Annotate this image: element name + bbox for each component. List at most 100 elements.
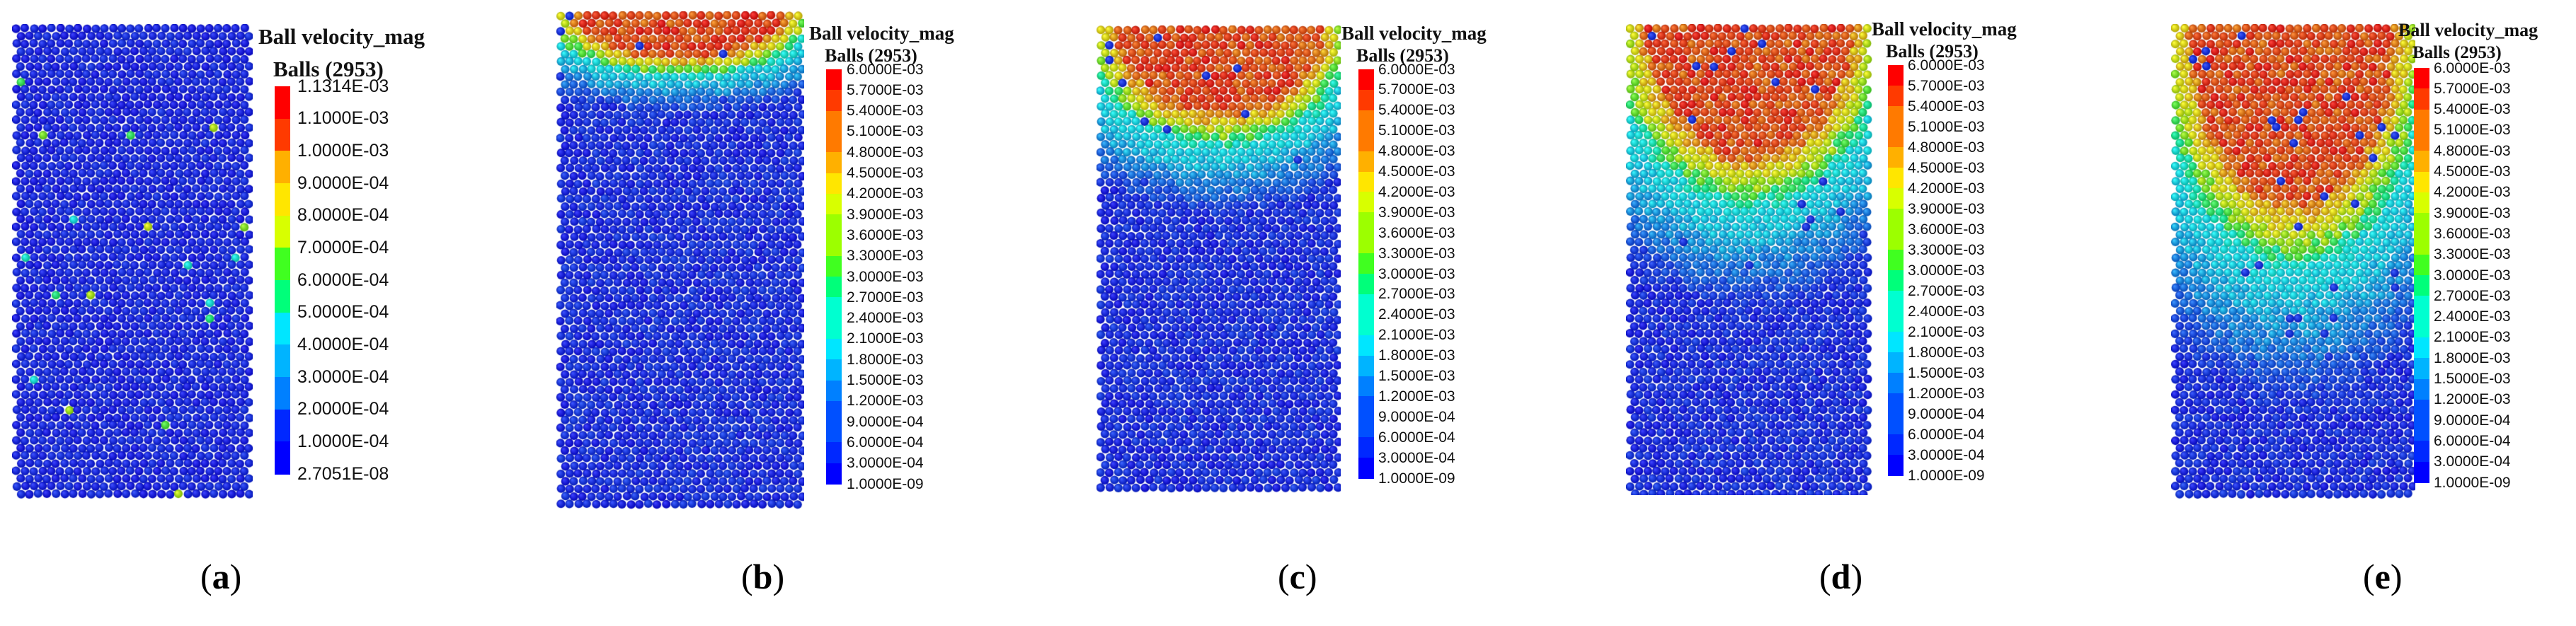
caption-b: (b) (741, 556, 784, 597)
particle-canvas-b (556, 11, 804, 512)
colorbar-segment (2414, 337, 2429, 359)
colorbar-tick-label: 3.6000E-03 (1378, 224, 1455, 241)
caption-a: (a) (200, 556, 241, 597)
colorbar-segment (1358, 437, 1374, 458)
colorbar-tick-label: 4.8000E-03 (847, 144, 924, 161)
particle-sample-e (2171, 24, 2415, 499)
colorbar-segment (826, 442, 842, 464)
particle-canvas-d (1626, 24, 1872, 495)
caption-b-open: ( (741, 557, 753, 596)
colorbar-segment (1888, 147, 1904, 168)
colorbar-tick-label: 5.1000E-03 (1908, 118, 1985, 135)
colorbar-ticks-d: 6.0000E-03 5.7000E-03 5.4000E-03 5.1000E-03… (1908, 58, 2028, 483)
colorbar-segment (2414, 151, 2429, 173)
colorbar-tick-label: 5.4000E-03 (1378, 102, 1455, 119)
colorbar-tick-label: 3.6000E-03 (1908, 221, 1985, 238)
colorbar-tick-label: 1.2000E-03 (1378, 388, 1455, 405)
legend-subtitle-c: Balls (2953) (1356, 45, 1449, 66)
colorbar-tick-label: 2.1000E-03 (1378, 327, 1455, 344)
colorbar-segment (2414, 296, 2429, 318)
colorbar-e (2414, 68, 2429, 483)
colorbar-segment (1358, 335, 1374, 357)
colorbar-tick-label: 1.0000E-09 (1378, 470, 1455, 487)
colorbar-tick-label: 3.9000E-03 (1908, 200, 1985, 217)
colorbar-tick-label: 6.0000E-03 (847, 61, 924, 78)
particle-canvas-a (12, 24, 253, 502)
caption-d-letter: d (1831, 557, 1851, 596)
colorbar-segment (2414, 399, 2429, 421)
colorbar-segment (826, 152, 842, 174)
colorbar-segment (1888, 127, 1904, 148)
colorbar-segment (2414, 129, 2429, 151)
colorbar-tick-label: 1.1314E-03 (297, 76, 389, 96)
colorbar-tick-label: 3.6000E-03 (2434, 225, 2511, 242)
colorbar-tick-label: 5.7000E-03 (847, 81, 924, 98)
caption-e: (e) (2363, 556, 2403, 597)
colorbar-tick-label: 4.8000E-03 (1378, 143, 1455, 160)
colorbar-segment (826, 422, 842, 443)
colorbar-tick-label: 1.1000E-03 (297, 108, 389, 129)
colorbar-segment (1888, 168, 1904, 189)
colorbar-tick-label: 4.2000E-03 (1908, 180, 1985, 197)
legend-subtitle-d: Balls (2953) (1886, 41, 1979, 62)
colorbar-segment (1358, 376, 1374, 397)
colorbar-tick-label: 6.0000E-03 (1378, 61, 1455, 78)
colorbar-tick-label: 2.7000E-03 (2434, 287, 2511, 304)
colorbar-tick-label: 3.3000E-03 (847, 248, 924, 265)
colorbar-segment (1358, 130, 1374, 152)
colorbar-segment (1888, 86, 1904, 107)
colorbar-segment (275, 409, 290, 442)
colorbar-segment (826, 173, 842, 195)
colorbar-tick-label: 3.0000E-04 (1908, 446, 1985, 463)
colorbar-tick-label: 4.8000E-03 (1908, 139, 1985, 156)
colorbar-tick-label: 4.5000E-03 (2434, 163, 2511, 180)
colorbar-tick-label: 6.0000E-03 (1908, 57, 1985, 74)
colorbar-tick-label: 5.7000E-03 (2434, 80, 2511, 97)
colorbar-segment (1888, 393, 1904, 415)
caption-d: (d) (1819, 556, 1862, 597)
colorbar-segment (826, 90, 842, 112)
caption-e-close: ) (2390, 557, 2403, 596)
colorbar-tick-label: 4.0000E-04 (297, 334, 389, 354)
colorbar-segment (1358, 192, 1374, 213)
colorbar-tick-label: 8.0000E-04 (297, 205, 389, 226)
colorbar-tick-label: 2.7000E-03 (1908, 282, 1985, 299)
colorbar-segment (1888, 352, 1904, 373)
colorbar-segment (2414, 358, 2429, 380)
colorbar-segment (1358, 396, 1374, 417)
colorbar-segment (1358, 212, 1374, 233)
colorbar-tick-label: 3.9000E-03 (1378, 204, 1455, 221)
colorbar-tick-label: 3.6000E-03 (847, 226, 924, 243)
colorbar-tick-label: 3.0000E-04 (847, 455, 924, 472)
colorbar-tick-label: 3.0000E-03 (2434, 267, 2511, 284)
colorbar-segment (275, 215, 290, 248)
colorbar-tick-label: 1.0000E-09 (847, 475, 924, 492)
colorbar-tick-label: 1.8000E-03 (847, 351, 924, 368)
colorbar-tick-label: 5.7000E-03 (1378, 81, 1455, 98)
colorbar-segment (1358, 314, 1374, 336)
colorbar-tick-label: 1.2000E-03 (847, 393, 924, 410)
colorbar-tick-label: 9.0000E-04 (847, 413, 924, 430)
colorbar-ticks-e: 6.0000E-03 5.7000E-03 5.4000E-03 5.1000E-03… (2434, 61, 2558, 490)
colorbar-segment (826, 193, 842, 215)
colorbar-tick-label: 1.0000E-04 (297, 431, 389, 451)
colorbar-tick-label: 3.0000E-03 (1378, 265, 1455, 282)
colorbar-segment (826, 110, 842, 132)
caption-c: (c) (1278, 556, 1317, 597)
colorbar-segment (275, 248, 290, 281)
colorbar-tick-label: 2.1000E-03 (1908, 323, 1985, 340)
colorbar-segment (826, 69, 842, 91)
colorbar-tick-label: 1.0000E-03 (297, 140, 389, 161)
colorbar-tick-label: 3.9000E-03 (847, 206, 924, 223)
colorbar-segment (275, 441, 290, 475)
colorbar-tick-label: 2.4000E-03 (2434, 308, 2511, 325)
colorbar-segment (1358, 355, 1374, 377)
colorbar-tick-label: 5.1000E-03 (2434, 122, 2511, 139)
colorbar-tick-label: 2.7000E-03 (847, 289, 924, 306)
colorbar-tick-label: 3.3000E-03 (1908, 241, 1985, 258)
caption-d-close: ) (1850, 557, 1863, 596)
colorbar-segment (275, 312, 290, 345)
colorbar-tick-label: 4.8000E-03 (2434, 142, 2511, 159)
colorbar-tick-label: 1.2000E-03 (2434, 391, 2511, 408)
colorbar-segment (1888, 434, 1904, 456)
